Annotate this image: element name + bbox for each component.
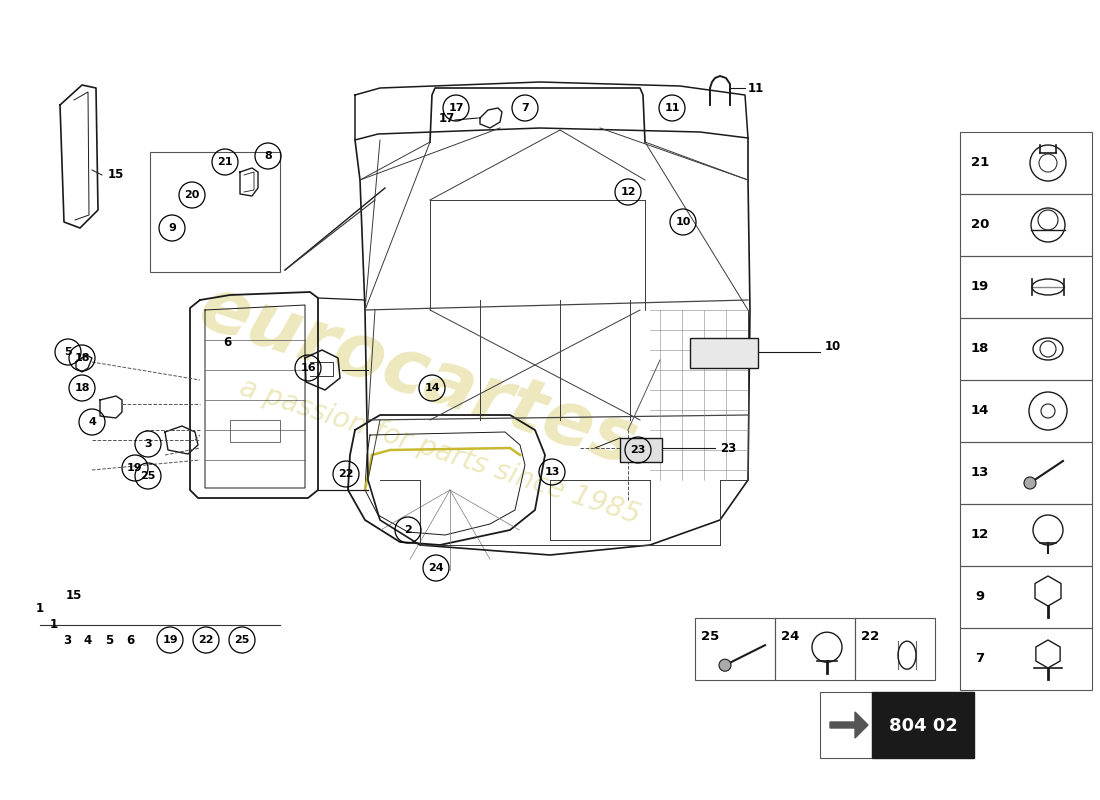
Text: 24: 24 bbox=[428, 563, 443, 573]
Bar bbox=[960, 318, 1092, 380]
Text: 2: 2 bbox=[404, 525, 411, 535]
Text: 18: 18 bbox=[971, 342, 989, 355]
Text: 18: 18 bbox=[75, 383, 90, 393]
Text: 15: 15 bbox=[66, 589, 82, 602]
Circle shape bbox=[719, 659, 732, 671]
Text: 23: 23 bbox=[720, 442, 736, 454]
Polygon shape bbox=[830, 712, 868, 738]
Text: 804 02: 804 02 bbox=[889, 717, 957, 735]
Text: 11: 11 bbox=[664, 103, 680, 113]
Text: 11: 11 bbox=[748, 82, 764, 94]
Text: 17: 17 bbox=[449, 103, 464, 113]
Circle shape bbox=[1024, 477, 1036, 489]
Text: 3: 3 bbox=[63, 634, 72, 646]
Text: a passion for parts since 1985: a passion for parts since 1985 bbox=[236, 374, 644, 530]
Text: 9: 9 bbox=[976, 590, 984, 603]
Bar bbox=[150, 152, 280, 272]
Text: 19: 19 bbox=[162, 635, 178, 645]
Bar bbox=[695, 618, 776, 680]
Text: 15: 15 bbox=[108, 169, 124, 182]
Text: 21: 21 bbox=[971, 157, 989, 170]
Bar bbox=[960, 628, 1092, 690]
Bar bbox=[960, 442, 1092, 504]
Text: 3: 3 bbox=[144, 439, 152, 449]
Text: 20: 20 bbox=[971, 218, 989, 231]
Text: 22: 22 bbox=[339, 469, 354, 479]
Text: 6: 6 bbox=[125, 634, 134, 646]
Text: 13: 13 bbox=[544, 467, 560, 477]
Text: 10: 10 bbox=[825, 339, 842, 353]
Text: 25: 25 bbox=[141, 471, 156, 481]
Text: 19: 19 bbox=[128, 463, 143, 473]
Text: 7: 7 bbox=[521, 103, 529, 113]
Text: 5: 5 bbox=[104, 634, 113, 646]
Text: 14: 14 bbox=[971, 405, 989, 418]
Text: 25: 25 bbox=[701, 630, 719, 643]
Bar bbox=[960, 256, 1092, 318]
Text: 12: 12 bbox=[620, 187, 636, 197]
Text: 7: 7 bbox=[976, 653, 984, 666]
Text: 9: 9 bbox=[168, 223, 176, 233]
Bar bbox=[690, 338, 758, 368]
Bar bbox=[230, 420, 280, 442]
Text: 6: 6 bbox=[223, 336, 232, 349]
Bar bbox=[855, 618, 935, 680]
Text: 4: 4 bbox=[88, 417, 96, 427]
Text: 24: 24 bbox=[781, 630, 800, 643]
Text: 22: 22 bbox=[198, 635, 213, 645]
Text: 13: 13 bbox=[971, 466, 989, 479]
Text: eurocartes: eurocartes bbox=[190, 270, 646, 482]
Text: 22: 22 bbox=[861, 630, 879, 643]
Text: 18: 18 bbox=[75, 353, 90, 363]
Text: 8: 8 bbox=[264, 151, 272, 161]
Text: 23: 23 bbox=[630, 445, 646, 455]
Bar bbox=[960, 566, 1092, 628]
Text: 16: 16 bbox=[300, 363, 316, 373]
Text: 14: 14 bbox=[425, 383, 440, 393]
Text: 12: 12 bbox=[971, 529, 989, 542]
Text: 25: 25 bbox=[234, 635, 250, 645]
Text: 4: 4 bbox=[84, 634, 92, 646]
Bar bbox=[960, 194, 1092, 256]
Bar bbox=[776, 618, 855, 680]
Text: 17: 17 bbox=[439, 111, 455, 125]
Bar bbox=[620, 438, 662, 462]
Bar bbox=[820, 692, 872, 758]
Text: 20: 20 bbox=[185, 190, 200, 200]
Bar bbox=[960, 132, 1092, 194]
Bar bbox=[960, 380, 1092, 442]
Text: 21: 21 bbox=[218, 157, 233, 167]
Text: 10: 10 bbox=[675, 217, 691, 227]
Text: 1: 1 bbox=[36, 602, 44, 615]
Text: 19: 19 bbox=[971, 281, 989, 294]
Text: 1: 1 bbox=[50, 618, 58, 631]
Bar bbox=[872, 692, 974, 758]
Text: 5: 5 bbox=[64, 347, 72, 357]
Bar bbox=[960, 504, 1092, 566]
